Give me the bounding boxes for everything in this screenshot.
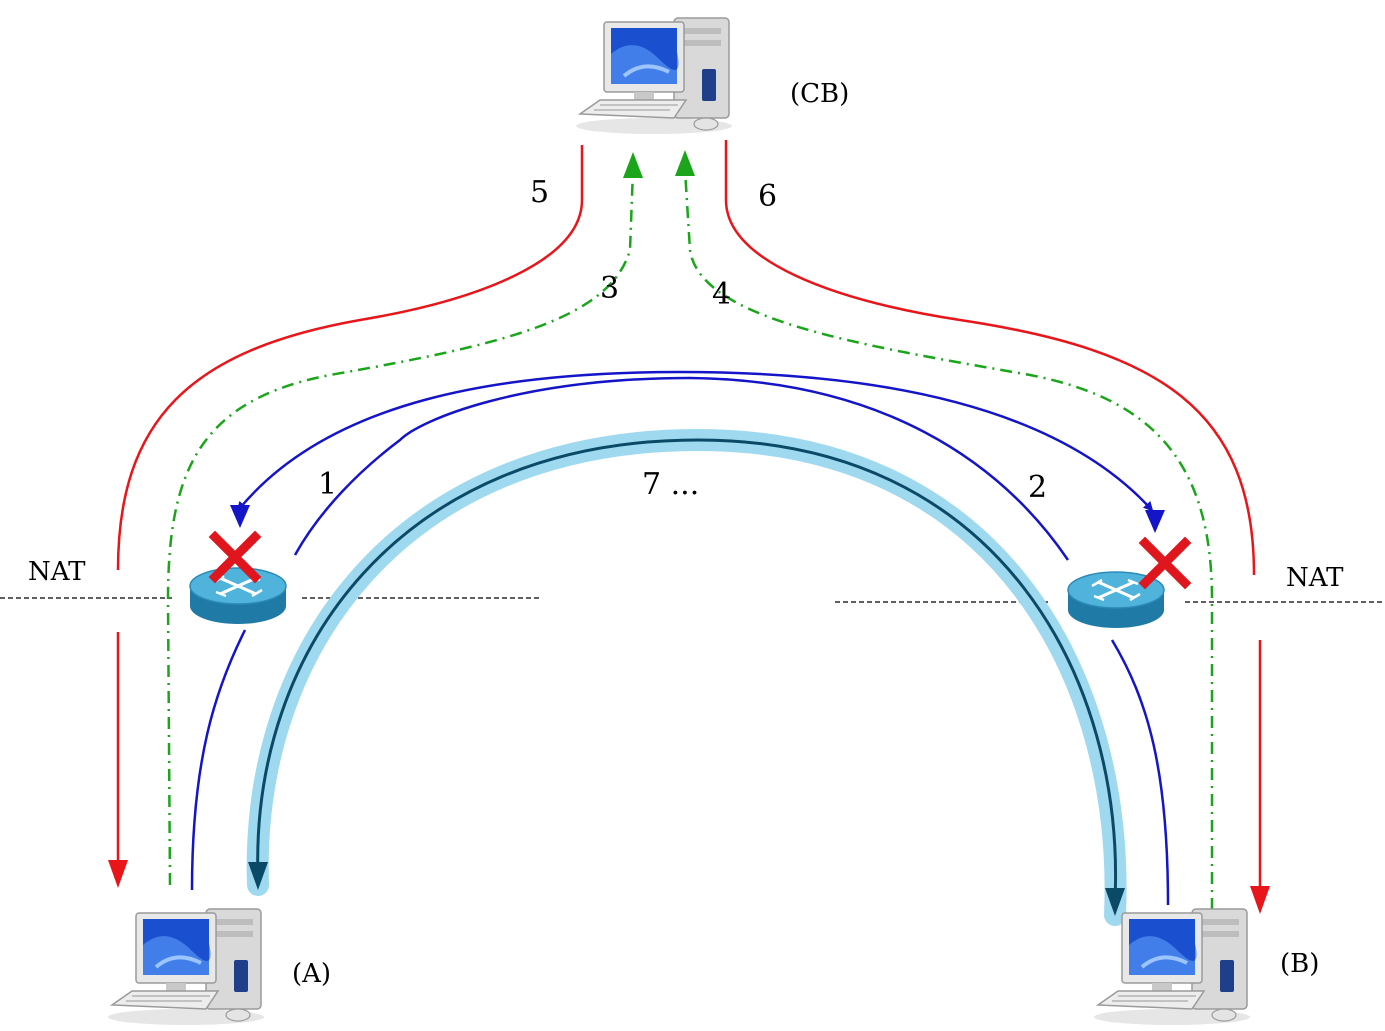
router-icon	[188, 566, 288, 626]
nat-label-right: NAT	[1286, 563, 1344, 593]
arrowhead-to-b	[1105, 888, 1125, 916]
arrowhead-green-3	[623, 152, 643, 178]
step-label-1: 1	[318, 467, 337, 502]
direct-connection-path	[246, 428, 1127, 926]
step-label-2: 2	[1028, 470, 1047, 505]
arrowhead-green-4	[675, 150, 695, 176]
step-label-3: 3	[600, 271, 619, 306]
blocked-x-icon	[1145, 543, 1185, 583]
step-4-path	[675, 150, 1214, 910]
step-6-path	[724, 140, 1270, 914]
step-label-4: 4	[712, 277, 731, 312]
step-label-6: 6	[758, 179, 777, 214]
arrowhead-blue-right	[1145, 510, 1165, 533]
step-2-path	[236, 370, 1170, 906]
arrowhead-red-5	[108, 860, 128, 888]
arrowhead-blue-left	[230, 505, 250, 528]
arrowhead-to-a	[248, 862, 268, 890]
computer-icon	[574, 16, 734, 136]
node-label-a: (A)	[292, 959, 331, 989]
step-3-path	[166, 152, 643, 886]
computer-icon	[106, 907, 266, 1027]
computer-icon	[1092, 907, 1252, 1027]
node-label-b: (B)	[1280, 949, 1319, 979]
step-label-5: 5	[530, 175, 549, 210]
arrowhead-red-6	[1250, 886, 1270, 914]
step-1-path	[190, 376, 1070, 891]
node-label-cb: (CB)	[790, 79, 849, 109]
step-5-path	[108, 145, 584, 888]
nat-label-left: NAT	[28, 557, 86, 587]
step-label-7: 7 ...	[642, 467, 699, 502]
